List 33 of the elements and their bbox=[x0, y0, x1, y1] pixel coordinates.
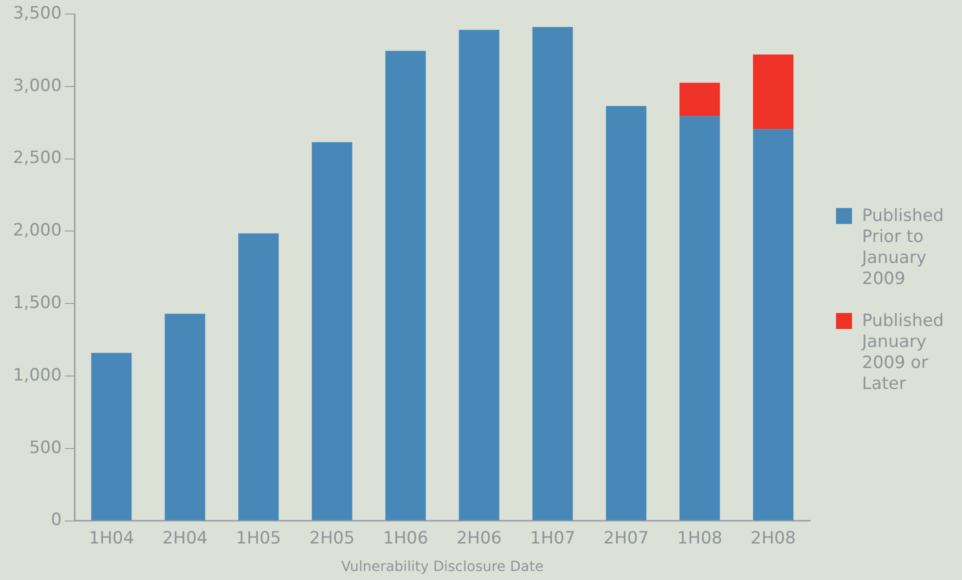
bar bbox=[312, 142, 352, 520]
bar bbox=[606, 106, 646, 520]
y-tick-label: 3,500 bbox=[12, 3, 62, 24]
bar bbox=[238, 233, 279, 520]
y-tick-label: 2,500 bbox=[12, 148, 62, 168]
bar bbox=[753, 129, 794, 520]
x-tick-label: 1H06 bbox=[382, 528, 428, 548]
bar bbox=[679, 116, 720, 520]
x-tick-label: 1H05 bbox=[236, 528, 282, 548]
bar bbox=[679, 82, 720, 116]
bar bbox=[753, 54, 794, 130]
bar bbox=[532, 27, 573, 520]
x-tick-label: 1H08 bbox=[677, 528, 722, 548]
y-tick-label: 3,000 bbox=[12, 76, 62, 96]
x-tick-label: 2H07 bbox=[604, 528, 649, 548]
legend-label: Published January 2009 or Later bbox=[862, 311, 945, 395]
x-tick-label: 2H08 bbox=[750, 528, 796, 548]
x-axis-title: Vulnerability Disclosure Date bbox=[341, 559, 544, 576]
x-tick-label: 2H04 bbox=[162, 528, 208, 548]
y-tick-label: 1,500 bbox=[12, 293, 62, 314]
y-tick-label: 500 bbox=[29, 438, 62, 458]
x-tick-label: 1H07 bbox=[530, 528, 576, 548]
bar bbox=[91, 352, 132, 520]
y-tick-label: 2,000 bbox=[12, 220, 62, 241]
bar bbox=[458, 30, 500, 520]
y-tick-label: 1,000 bbox=[12, 365, 62, 386]
y-tick-label: 0 bbox=[50, 510, 62, 530]
legend-label: Published Prior to January 2009 bbox=[862, 206, 945, 290]
x-tick-label: 2H05 bbox=[309, 528, 355, 548]
bar bbox=[164, 314, 206, 520]
bar bbox=[385, 50, 426, 520]
x-tick-label: 1H04 bbox=[88, 528, 134, 548]
x-tick-label: 2H06 bbox=[456, 528, 502, 548]
